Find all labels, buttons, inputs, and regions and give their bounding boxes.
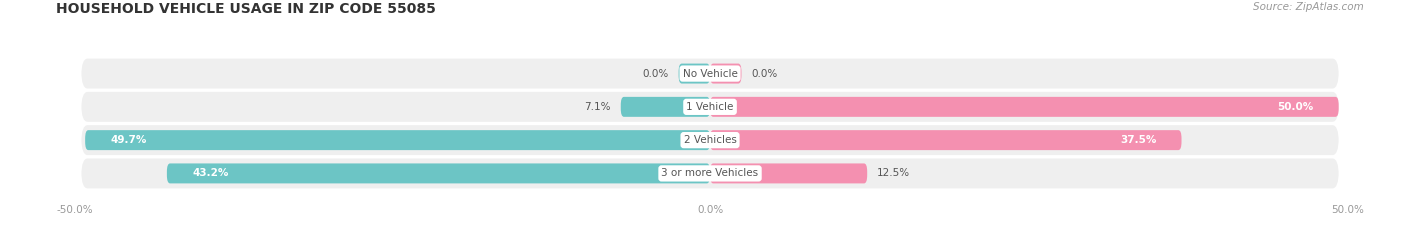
FancyBboxPatch shape xyxy=(82,58,1339,89)
Text: 43.2%: 43.2% xyxy=(193,168,228,178)
Text: 0.0%: 0.0% xyxy=(643,69,668,79)
Text: 1 Vehicle: 1 Vehicle xyxy=(686,102,734,112)
Text: 7.1%: 7.1% xyxy=(585,102,610,112)
FancyBboxPatch shape xyxy=(167,163,710,183)
FancyBboxPatch shape xyxy=(710,163,868,183)
Text: 3 or more Vehicles: 3 or more Vehicles xyxy=(661,168,759,178)
Text: 0.0%: 0.0% xyxy=(752,69,778,79)
FancyBboxPatch shape xyxy=(679,64,710,84)
Text: 2 Vehicles: 2 Vehicles xyxy=(683,135,737,145)
FancyBboxPatch shape xyxy=(82,92,1339,122)
FancyBboxPatch shape xyxy=(710,64,741,84)
Text: 50.0%: 50.0% xyxy=(1277,102,1313,112)
FancyBboxPatch shape xyxy=(82,125,1339,155)
Text: 12.5%: 12.5% xyxy=(877,168,910,178)
Text: Source: ZipAtlas.com: Source: ZipAtlas.com xyxy=(1253,2,1364,12)
Text: 50.0%: 50.0% xyxy=(1331,205,1364,215)
FancyBboxPatch shape xyxy=(621,97,710,117)
FancyBboxPatch shape xyxy=(710,97,1339,117)
Text: HOUSEHOLD VEHICLE USAGE IN ZIP CODE 55085: HOUSEHOLD VEHICLE USAGE IN ZIP CODE 5508… xyxy=(56,2,436,16)
Text: 37.5%: 37.5% xyxy=(1121,135,1156,145)
Text: -50.0%: -50.0% xyxy=(56,205,93,215)
FancyBboxPatch shape xyxy=(710,130,1181,150)
Text: No Vehicle: No Vehicle xyxy=(682,69,738,79)
FancyBboxPatch shape xyxy=(86,130,710,150)
FancyBboxPatch shape xyxy=(82,158,1339,188)
Text: 0.0%: 0.0% xyxy=(697,205,723,215)
Text: 49.7%: 49.7% xyxy=(110,135,146,145)
